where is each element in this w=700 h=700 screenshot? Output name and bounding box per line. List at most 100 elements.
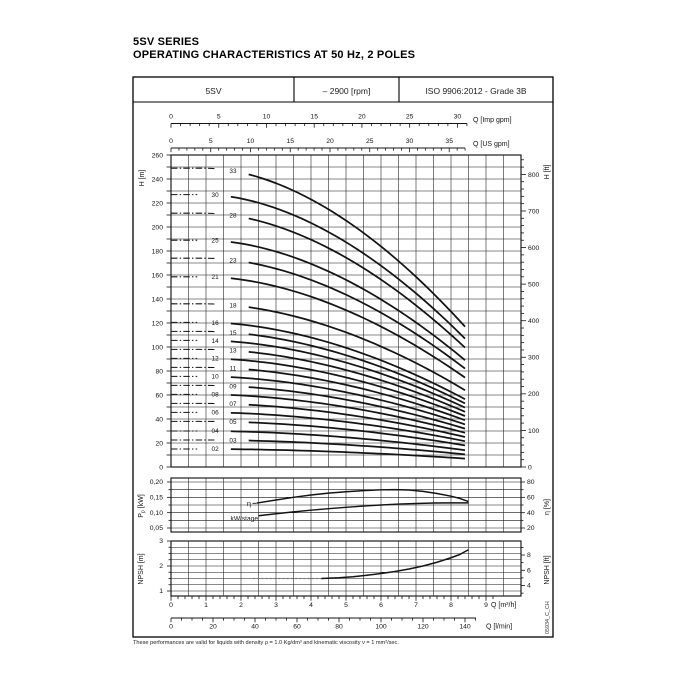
us-gpm-tick: 35 xyxy=(445,138,453,145)
h-curve-13 xyxy=(248,350,466,413)
h-ft-tick: 300 xyxy=(528,355,540,362)
q-m3h-tick: 9 xyxy=(484,602,488,609)
curve-label-25: 25 xyxy=(212,238,220,245)
p-kw-tick: 0,15 xyxy=(150,495,163,502)
h-m-tick: 140 xyxy=(152,296,164,303)
kw-stage-series-label: kW/stage xyxy=(231,516,259,523)
q-lmin-tick: 20 xyxy=(209,624,217,631)
h-m-tick: 120 xyxy=(152,320,164,327)
p-kw-tick: 0,05 xyxy=(150,525,163,532)
npsh-m-tick: 1 xyxy=(159,588,163,595)
imp-gpm-tick: 25 xyxy=(406,114,414,121)
curve-label-07: 07 xyxy=(229,401,237,408)
p-kw-axis-label: Pp [kW] xyxy=(138,494,147,518)
q-m3h-tick: 6 xyxy=(379,602,383,609)
h-curve-10 xyxy=(230,376,466,426)
h-ft-tick: 0 xyxy=(528,464,532,471)
h-m-tick: 80 xyxy=(155,368,163,375)
h-curve-16 xyxy=(230,322,466,400)
h-ft-tick: 500 xyxy=(528,282,540,289)
imp-gpm-tick: 30 xyxy=(454,114,462,121)
curve-label-04: 04 xyxy=(212,428,220,435)
q-lmin-tick: 100 xyxy=(375,624,387,631)
h-curve-07 xyxy=(248,403,466,438)
curve-label-21: 21 xyxy=(212,274,220,281)
q-m3h-tick: 8 xyxy=(449,602,453,609)
h-m-tick: 100 xyxy=(152,344,164,351)
series-eta xyxy=(256,488,469,504)
q-m3h-axis-label: Q [m³/h] xyxy=(491,602,516,609)
h-m-tick: 180 xyxy=(152,248,164,255)
imp-gpm-axis-label: Q [Imp gpm] xyxy=(473,117,512,124)
us-gpm-tick: 30 xyxy=(406,138,414,145)
p-kw-tick: 0,20 xyxy=(150,479,163,486)
h-m-tick: 0 xyxy=(159,464,163,471)
h-curve-08 xyxy=(230,394,466,434)
q-m3h-tick: 1 xyxy=(204,602,208,609)
eta-series-label: η xyxy=(247,499,251,508)
header-model: 5SV xyxy=(205,86,222,96)
h-m-tick: 200 xyxy=(152,224,164,231)
h-curve-30 xyxy=(230,195,466,340)
h-curve-28 xyxy=(248,217,466,349)
h-curve-05 xyxy=(248,421,466,447)
h-curve-21 xyxy=(230,277,466,379)
series-title: 5SV SERIES xyxy=(133,36,200,48)
h-curve-04 xyxy=(230,430,466,452)
h-m-tick: 20 xyxy=(155,440,163,447)
main-chart: 33 30 28 25 23 21 18 16 15 14 13 12 11 10 09 08 07 06 05 04… xyxy=(170,154,522,468)
q-m3h-tick: 0 xyxy=(169,602,173,609)
q-lmin-tick: 120 xyxy=(417,624,429,631)
curve-label-28: 28 xyxy=(229,213,237,220)
q-lmin-tick: 80 xyxy=(335,624,343,631)
header-standard: ISO 9906:2012 - Grade 3B xyxy=(425,86,527,96)
npsh-curve xyxy=(321,549,469,580)
imp-gpm-tick: 5 xyxy=(217,114,221,121)
curve-label-33: 33 xyxy=(229,168,237,175)
us-gpm-tick: 10 xyxy=(247,138,255,145)
imp-gpm-tick: 20 xyxy=(358,114,366,121)
h-ft-tick: 600 xyxy=(528,245,540,252)
h-ft-tick: 200 xyxy=(528,391,540,398)
q-lmin-axis-label: Q [l/min] xyxy=(486,624,512,631)
h-curve-12 xyxy=(230,358,466,417)
eta-axis-label: η [%] xyxy=(544,499,551,515)
h-ft-tick: 400 xyxy=(528,318,540,325)
h-curve-06 xyxy=(230,411,466,443)
eta-tick: 40 xyxy=(527,510,535,517)
npsh-m-axis-label: NPSH [m] xyxy=(138,553,145,584)
h-curve-11 xyxy=(248,368,466,422)
us-gpm-tick: 25 xyxy=(366,138,374,145)
footnote: These performances are valid for liquids… xyxy=(133,640,399,646)
curve-label-05: 05 xyxy=(229,419,237,426)
curve-label-03: 03 xyxy=(229,437,237,444)
curve-label-06: 06 xyxy=(212,410,220,417)
curve-label-13: 13 xyxy=(229,348,237,355)
curve-label-12: 12 xyxy=(212,356,220,363)
eta-tick: 80 xyxy=(527,479,535,486)
h-curve-09 xyxy=(248,386,466,430)
frame: 05934_C_CH xyxy=(132,76,554,638)
npsh-ft-tick: 4 xyxy=(527,583,531,590)
h-curve-03 xyxy=(248,439,466,456)
q-m3h-tick: 2 xyxy=(239,602,243,609)
q-m3h-tick: 5 xyxy=(344,602,348,609)
q-lmin-tick: 40 xyxy=(251,624,259,631)
h-m-tick: 240 xyxy=(152,176,164,183)
h-curve-18 xyxy=(248,306,466,391)
curve-label-11: 11 xyxy=(230,365,237,372)
npsh-ft-axis-label: NPSH [ft] xyxy=(544,555,551,584)
header-speed: – 2900 [rpm] xyxy=(322,86,371,96)
curve-label-30: 30 xyxy=(212,192,220,199)
curve-label-02: 02 xyxy=(212,446,220,453)
h-m-tick: 220 xyxy=(152,200,164,207)
us-gpm-tick: 5 xyxy=(209,138,213,145)
h-curve-15 xyxy=(248,333,466,405)
drawing-code-watermark: 05934_C_CH xyxy=(545,601,551,634)
curve-label-09: 09 xyxy=(229,383,237,390)
q-lmin-tick: 60 xyxy=(293,624,301,631)
npsh-chart: 1 2 3 NPSH [m] 4 6 8 NPSH [ft] xyxy=(138,538,551,597)
us-gpm-axis-label: Q [US gpm] xyxy=(473,141,510,148)
